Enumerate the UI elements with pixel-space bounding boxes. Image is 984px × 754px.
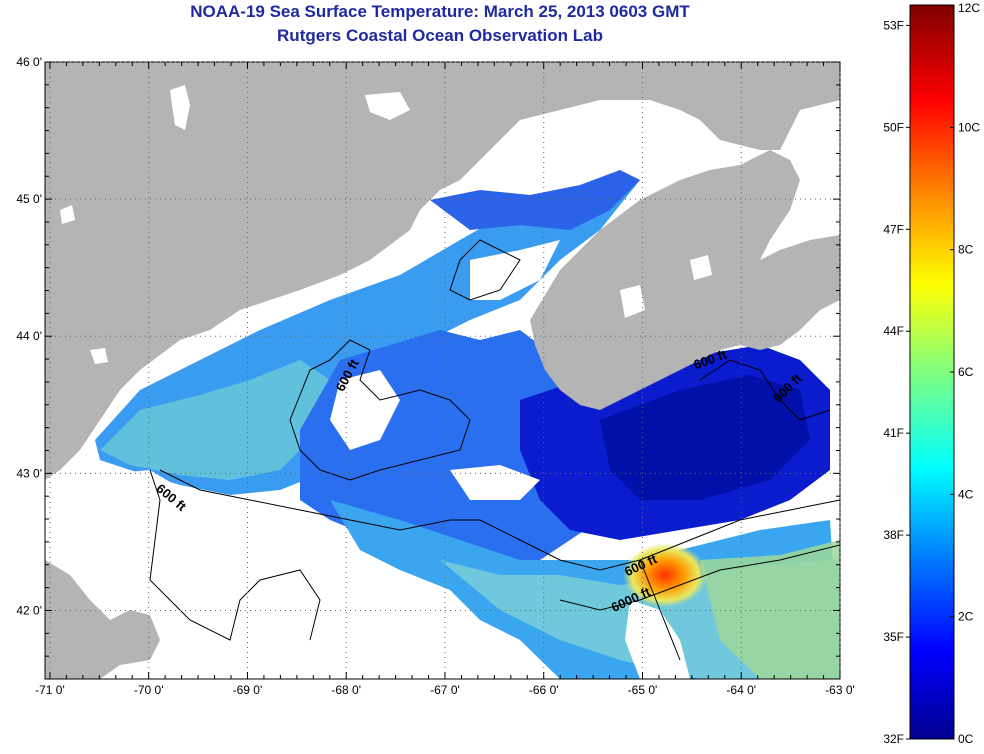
colorbar: 53F 50F 47F 44F 41F 38F 35F 32F 12C 10C 8C 6C 4C 2C 0…: [883, 1, 980, 746]
sst-field: [45, 170, 840, 679]
land-masses: [45, 62, 840, 679]
graticule: [45, 61, 841, 680]
colorbar-c-label: 10C: [958, 120, 980, 134]
map-frame: [44, 61, 841, 680]
colorbar-gradient: [909, 4, 955, 740]
colorbar-celsius-labels: 12C 10C 8C 6C 4C 2C 0C: [950, 1, 980, 746]
colorbar-f-label: 32F: [883, 732, 904, 746]
lon-tick-label: -64 0': [726, 683, 756, 697]
lon-tick-label: -70 0': [134, 683, 164, 697]
colorbar-f-label: 47F: [883, 222, 904, 236]
lon-tick-label: -68 0': [331, 683, 361, 697]
map-plot-area: [45, 62, 840, 679]
lon-tick-label: -69 0': [233, 683, 263, 697]
lat-tick-label: 44 0': [16, 329, 42, 343]
colorbar-f-label: 38F: [883, 528, 904, 542]
colorbar-f-label: 50F: [883, 120, 904, 134]
lat-tick-label: 42 0': [16, 603, 42, 617]
colorbar-f-label: 44F: [883, 324, 904, 338]
colorbar-c-label: 4C: [958, 487, 974, 501]
colorbar-c-label: 8C: [958, 243, 974, 257]
map-title: NOAA-19 Sea Surface Temperature: March 2…: [190, 2, 690, 21]
lon-tick-label: -65 0': [628, 683, 658, 697]
colorbar-fahrenheit-labels: 53F 50F 47F 44F 41F 38F 35F 32F: [883, 18, 910, 746]
lon-tick-label: -66 0': [529, 683, 559, 697]
lon-tick-label: -67 0': [430, 683, 460, 697]
longitude-labels: -71 0' -70 0' -69 0' -68 0' -67 0' -66 0' -65 …: [35, 683, 855, 697]
colorbar-c-label: 2C: [958, 610, 974, 624]
lat-tick-label: 43 0': [16, 466, 42, 480]
lat-tick-label: 45 0': [16, 192, 42, 206]
lat-tick-label: 46 0': [16, 55, 42, 69]
lon-tick-label: -71 0': [35, 683, 65, 697]
map-subtitle: Rutgers Coastal Ocean Observation Lab: [277, 26, 603, 45]
colorbar-c-label: 6C: [958, 365, 974, 379]
colorbar-f-label: 53F: [883, 18, 904, 32]
colorbar-f-label: 41F: [883, 426, 904, 440]
colorbar-f-label: 35F: [883, 630, 904, 644]
colorbar-c-label: 0C: [958, 732, 974, 746]
latitude-labels: 46 0' 45 0' 44 0' 43 0' 42 0': [16, 55, 42, 617]
depth-contours: [149, 239, 840, 661]
lon-tick-label: -63 0': [825, 683, 855, 697]
colorbar-c-label: 12C: [958, 1, 980, 15]
